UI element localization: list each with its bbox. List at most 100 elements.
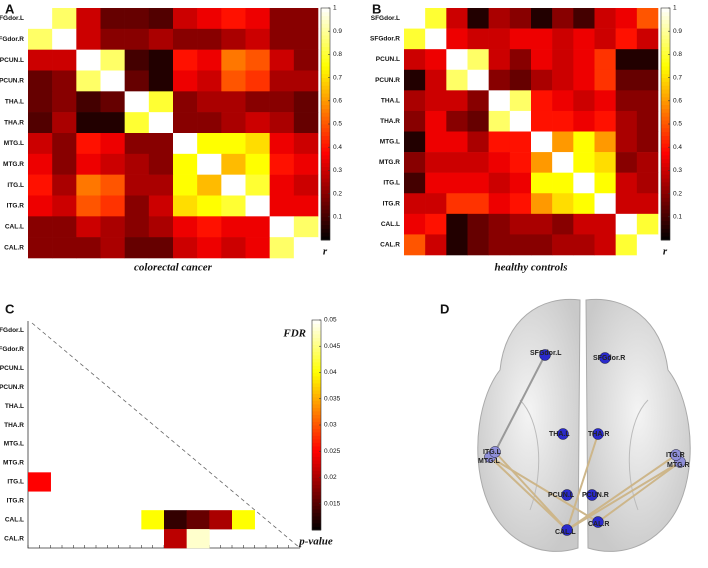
colorbar-step xyxy=(321,54,330,59)
colorbar-tick-label: 0.2 xyxy=(673,190,682,197)
network-edge xyxy=(566,454,677,531)
colorbar-step xyxy=(321,135,330,140)
colorbar-step xyxy=(312,379,321,384)
colorbar-step xyxy=(661,15,670,20)
heatmap-cell xyxy=(467,49,489,71)
heatmap-cell xyxy=(124,8,150,30)
heatmap-cell xyxy=(76,70,101,92)
heatmap-cell xyxy=(425,90,447,112)
heatmap-cell xyxy=(573,69,595,91)
colorbar-step xyxy=(321,143,330,148)
heatmap-cell xyxy=(293,70,319,92)
heatmap-cell xyxy=(124,133,150,155)
heatmap-cell xyxy=(100,28,125,50)
heatmap-cell xyxy=(636,213,659,235)
heatmap-cell xyxy=(446,28,468,50)
colorbar-step xyxy=(661,224,670,229)
heatmap-cell xyxy=(245,28,270,50)
heatmap-cell xyxy=(173,8,198,30)
colorbar-tick-label: 0.9 xyxy=(673,28,682,35)
colorbar-step xyxy=(312,467,321,471)
colorbar-step xyxy=(661,69,670,75)
row-label: PCUN.L xyxy=(0,57,24,64)
heatmap-cell xyxy=(446,69,468,91)
colorbar-step xyxy=(661,112,670,117)
heatmap-cell xyxy=(124,70,150,92)
heatmap-cell xyxy=(76,133,101,155)
colorbar-step xyxy=(661,201,670,206)
network-node xyxy=(539,349,551,361)
colorbar-step xyxy=(312,425,321,429)
colorbar-step xyxy=(661,96,670,102)
heatmap-cell xyxy=(404,28,426,50)
colorbar-step xyxy=(321,193,330,198)
colorbar-step xyxy=(312,460,321,464)
heatmap-cell xyxy=(552,172,574,194)
heatmap-cell xyxy=(594,172,616,194)
heatmap-cell xyxy=(573,90,595,112)
heatmap-cell xyxy=(488,213,511,235)
heatmap-cell xyxy=(488,8,511,29)
colorbar-step xyxy=(321,147,330,152)
colorbar-step xyxy=(661,85,670,90)
heatmap-cell xyxy=(425,110,447,132)
heatmap-cell xyxy=(594,193,616,215)
heatmap-cell xyxy=(488,49,511,71)
colorbar-step xyxy=(312,351,321,356)
network-node xyxy=(592,428,604,440)
heatmap-cell xyxy=(467,110,489,132)
row-label: MTG.L xyxy=(4,140,24,147)
colorbar-tick-label: 0.015 xyxy=(324,500,341,507)
colorbar-step xyxy=(321,19,330,24)
colorbar-step xyxy=(312,421,321,426)
colorbar-step xyxy=(321,124,330,129)
heatmap-cell xyxy=(148,70,174,92)
heatmap-cell xyxy=(52,237,77,259)
row-label: PCUN.R xyxy=(0,384,24,391)
heatmap-cell xyxy=(488,172,511,194)
heatmap-cell xyxy=(100,49,125,71)
heatmap-cell xyxy=(509,131,532,153)
heatmap-cell xyxy=(52,133,77,155)
heatmap-cell xyxy=(488,234,511,256)
heatmap-cell xyxy=(28,195,53,217)
colorbar-step xyxy=(312,484,321,489)
colorbar-step xyxy=(661,81,670,86)
brain-outline xyxy=(477,298,691,552)
colorbar-tick-label: 0.8 xyxy=(673,51,682,58)
heatmap-cell xyxy=(164,529,187,549)
heatmap-cell xyxy=(28,174,53,196)
row-label: THA.L xyxy=(381,97,400,104)
colorbar-step xyxy=(312,390,321,394)
colorbar-step xyxy=(312,414,321,419)
heatmap-cell xyxy=(197,133,222,155)
heatmap-cell xyxy=(425,49,447,71)
heatmap-cell xyxy=(531,69,553,91)
heatmap-cell xyxy=(232,510,255,530)
heatmap-cell xyxy=(269,28,295,50)
heatmap-cell xyxy=(52,174,77,196)
row-label: PCUN.R xyxy=(375,77,400,84)
colorbar-step xyxy=(661,54,670,59)
heatmap-cell xyxy=(594,131,616,153)
colorbar-step xyxy=(312,446,321,450)
row-label: CAL.R xyxy=(4,535,24,542)
colorbar-tick-label: 0.7 xyxy=(333,74,342,81)
colorbar-step xyxy=(312,470,321,475)
colorbar-tick-label: 0.6 xyxy=(673,98,682,105)
heatmap-cell xyxy=(531,28,553,50)
colorbar-tick-label: 0.4 xyxy=(673,144,682,151)
colorbar-step xyxy=(321,197,330,202)
colorbar-step xyxy=(321,209,330,214)
heatmap-cell xyxy=(404,152,426,173)
colorbar-step xyxy=(312,397,321,401)
heatmap-cell xyxy=(425,28,447,50)
heatmap-cell xyxy=(573,28,595,50)
heatmap-cell xyxy=(141,510,165,530)
heatmap-cell xyxy=(509,8,532,29)
colorbar-step xyxy=(321,205,330,210)
heatmap-cell xyxy=(446,193,468,215)
colorbar-step xyxy=(321,185,330,191)
heatmap-cell xyxy=(245,91,270,113)
heatmap-cell xyxy=(446,90,468,112)
